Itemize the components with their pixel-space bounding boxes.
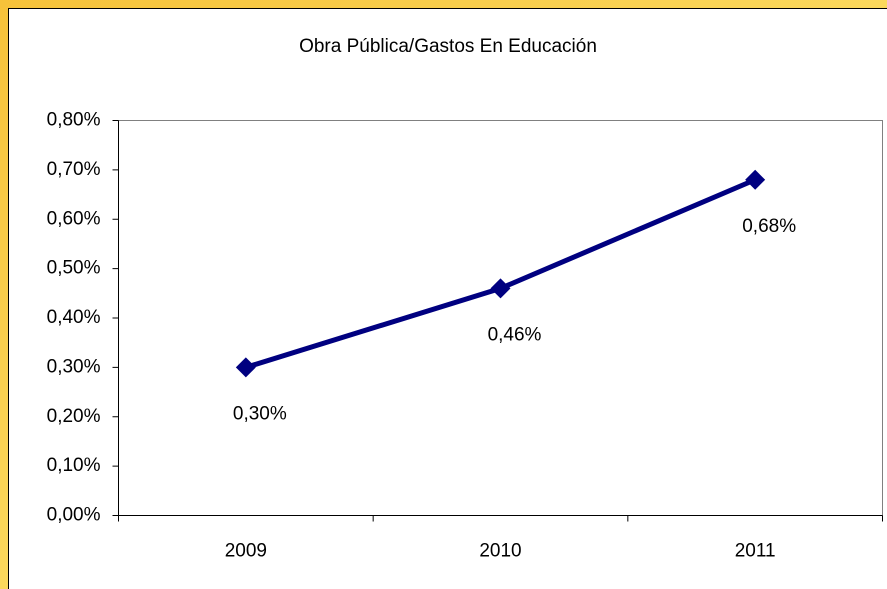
y-tick-label: 0,00% [47,505,101,526]
y-tick-label: 0,10% [47,455,101,476]
plot-area [118,120,883,516]
x-tick-label: 2011 [735,541,776,562]
chart-title: Obra Pública/Gastos En Educación [299,36,597,57]
y-tick-label: 0,60% [47,208,101,229]
y-tick-label: 0,50% [47,258,101,279]
y-tick-label: 0,20% [47,406,101,427]
x-tick-label: 2010 [479,541,521,562]
marker [235,357,256,378]
y-tick-label: 0,30% [47,356,101,377]
y-tick-label: 0,40% [47,307,101,328]
marker [490,278,511,299]
data-label: 0,68% [742,216,796,237]
marker [745,169,766,190]
x-tick-label: 2009 [225,541,267,562]
y-tick-label: 0,80% [47,110,101,131]
data-label: 0,46% [488,324,542,345]
y-tick-label: 0,70% [47,159,101,180]
data-label: 0,30% [233,403,287,424]
